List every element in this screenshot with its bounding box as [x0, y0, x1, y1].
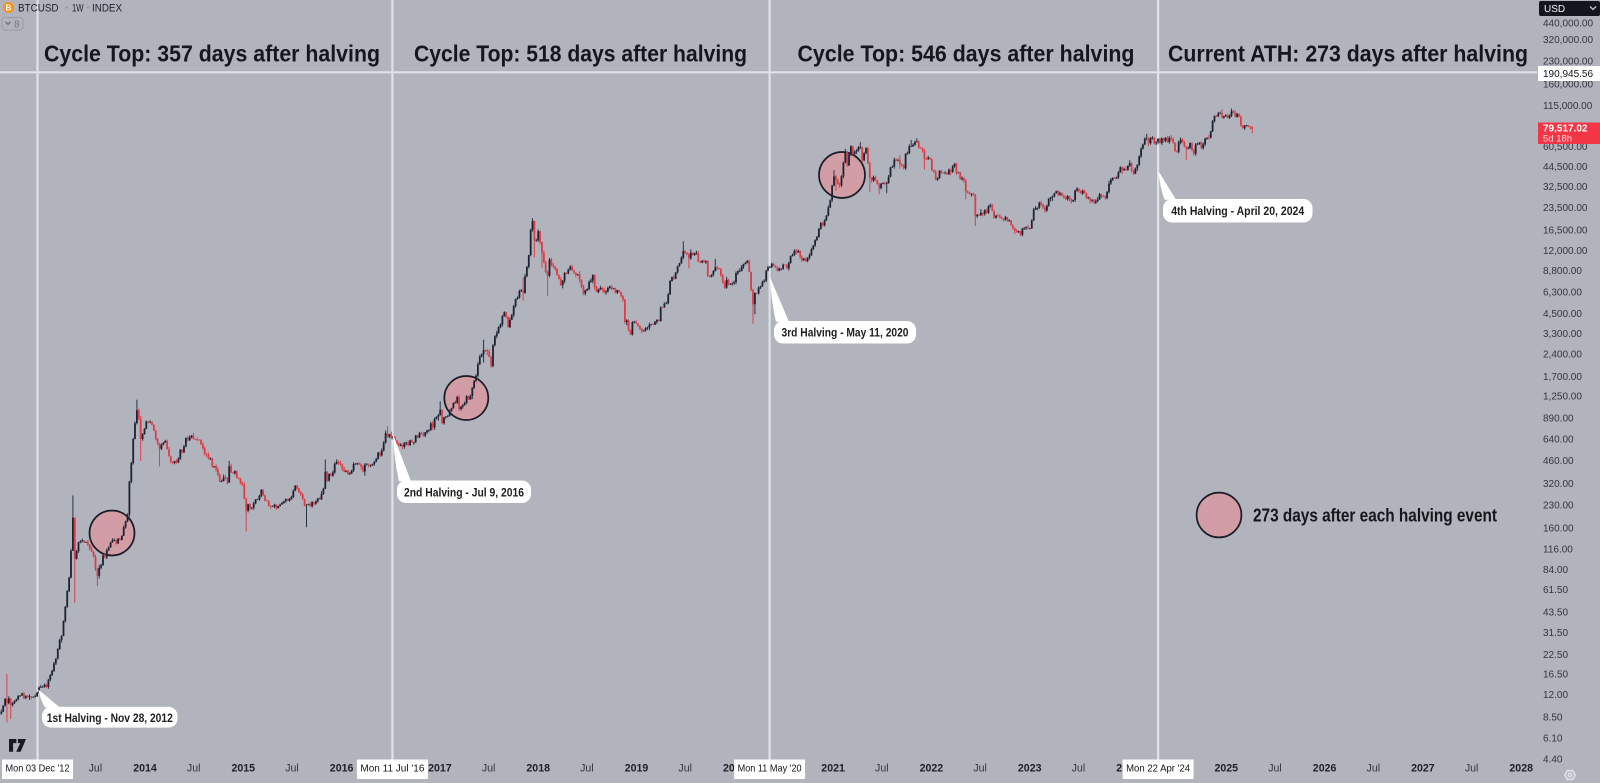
svg-text:1,700.00: 1,700.00	[1543, 372, 1582, 383]
svg-text:320.00: 320.00	[1543, 479, 1574, 490]
svg-text:2028: 2028	[1509, 763, 1533, 775]
svg-text:890.00: 890.00	[1543, 413, 1574, 424]
svg-text:160.00: 160.00	[1543, 524, 1574, 535]
svg-text:B: B	[6, 3, 12, 12]
svg-text:6,300.00: 6,300.00	[1543, 288, 1582, 299]
svg-text:60,500.00: 60,500.00	[1543, 142, 1588, 153]
svg-text:230.00: 230.00	[1543, 500, 1574, 511]
svg-text:12.00: 12.00	[1543, 690, 1568, 701]
svg-text:190,945.56: 190,945.56	[1543, 69, 1593, 80]
svg-text:2015: 2015	[232, 763, 256, 775]
svg-text:6.10: 6.10	[1543, 734, 1563, 745]
svg-text:2014: 2014	[133, 763, 157, 775]
svg-text:2nd Halving - Jul 9, 2016: 2nd Halving - Jul 9, 2016	[404, 485, 524, 499]
svg-text:Mon 11 May '20: Mon 11 May '20	[738, 764, 802, 775]
svg-text:2,400.00: 2,400.00	[1543, 350, 1582, 361]
svg-text:320,000.00: 320,000.00	[1543, 35, 1593, 46]
svg-text:2017: 2017	[428, 763, 452, 775]
svg-text:79,517.02: 79,517.02	[1543, 124, 1588, 135]
svg-text:61.50: 61.50	[1543, 585, 1568, 596]
svg-text:460.00: 460.00	[1543, 456, 1574, 467]
svg-text:4.40: 4.40	[1543, 755, 1563, 766]
svg-text:Jul: Jul	[1465, 763, 1479, 775]
svg-text:3,300.00: 3,300.00	[1543, 329, 1582, 340]
svg-text:BTCUSD: BTCUSD	[18, 2, 59, 14]
svg-text:2025: 2025	[1215, 763, 1239, 775]
svg-text:1,250.00: 1,250.00	[1543, 392, 1582, 403]
svg-text:Cycle Top: 518 days after halv: Cycle Top: 518 days after halving	[414, 41, 747, 67]
svg-text:Jul: Jul	[580, 763, 594, 775]
svg-text:Jul: Jul	[1072, 763, 1086, 775]
svg-text:23,500.00: 23,500.00	[1543, 203, 1588, 214]
svg-text:440,000.00: 440,000.00	[1543, 18, 1593, 29]
svg-text:230,000.00: 230,000.00	[1543, 56, 1593, 67]
svg-text:2016: 2016	[330, 763, 354, 775]
svg-text:USD: USD	[1544, 4, 1565, 15]
svg-text:Jul: Jul	[1367, 763, 1381, 775]
svg-text:1W: 1W	[72, 2, 84, 14]
svg-text:31.50: 31.50	[1543, 628, 1568, 639]
svg-text:8.50: 8.50	[1543, 712, 1563, 723]
svg-text:2027: 2027	[1411, 763, 1435, 775]
svg-text:12,000.00: 12,000.00	[1543, 246, 1588, 257]
svg-text:INDEX: INDEX	[92, 2, 122, 14]
svg-text:8,800.00: 8,800.00	[1543, 266, 1582, 277]
svg-text:43.50: 43.50	[1543, 607, 1568, 618]
svg-text:44,500.00: 44,500.00	[1543, 162, 1588, 173]
svg-text:22.50: 22.50	[1543, 650, 1568, 661]
svg-text:84.00: 84.00	[1543, 565, 1568, 576]
svg-text:2019: 2019	[625, 763, 649, 775]
svg-text:1st Halving - Nov 28, 2012: 1st Halving - Nov 28, 2012	[47, 711, 173, 725]
svg-text:640.00: 640.00	[1543, 435, 1574, 446]
svg-text:Jul: Jul	[89, 763, 103, 775]
svg-text:273 days after each halving ev: 273 days after each halving event	[1253, 505, 1497, 526]
svg-text:Jul: Jul	[187, 763, 201, 775]
svg-text:Cycle Top: 357 days after halv: Cycle Top: 357 days after halving	[44, 41, 380, 67]
svg-text:4th Halving - April 20, 2024: 4th Halving - April 20, 2024	[1171, 204, 1304, 218]
svg-text:Current ATH: 273 days after ha: Current ATH: 273 days after halving	[1168, 41, 1528, 67]
svg-text:116.00: 116.00	[1543, 544, 1573, 555]
svg-text:Mon 11 Jul '16: Mon 11 Jul '16	[360, 764, 424, 775]
svg-text:16.50: 16.50	[1543, 670, 1568, 681]
svg-text:2023: 2023	[1018, 763, 1042, 775]
svg-text:2026: 2026	[1313, 763, 1337, 775]
svg-text:Jul: Jul	[285, 763, 299, 775]
svg-text:32,500.00: 32,500.00	[1543, 182, 1588, 193]
svg-text:Mon 22 Apr '24: Mon 22 Apr '24	[1126, 764, 1190, 775]
svg-text:16,500.00: 16,500.00	[1543, 226, 1588, 237]
svg-text:8: 8	[14, 20, 20, 31]
svg-text:3rd Halving - May 11, 2020: 3rd Halving - May 11, 2020	[782, 326, 909, 340]
svg-text:4,500.00: 4,500.00	[1543, 309, 1582, 320]
svg-text:2021: 2021	[821, 763, 845, 775]
svg-text:Jul: Jul	[973, 763, 987, 775]
svg-text:Mon 03 Dec '12: Mon 03 Dec '12	[6, 764, 70, 775]
svg-text:2018: 2018	[526, 763, 550, 775]
svg-text:Jul: Jul	[482, 763, 496, 775]
svg-text:160,000.00: 160,000.00	[1543, 80, 1593, 91]
svg-text:115,000.00: 115,000.00	[1543, 101, 1593, 112]
svg-text:2022: 2022	[920, 763, 944, 775]
svg-text:Jul: Jul	[875, 763, 889, 775]
svg-text:Cycle Top: 546 days after halv: Cycle Top: 546 days after halving	[798, 41, 1135, 67]
svg-text:Jul: Jul	[1268, 763, 1282, 775]
svg-text:5d 18h: 5d 18h	[1543, 134, 1572, 145]
svg-text:Jul: Jul	[678, 763, 692, 775]
